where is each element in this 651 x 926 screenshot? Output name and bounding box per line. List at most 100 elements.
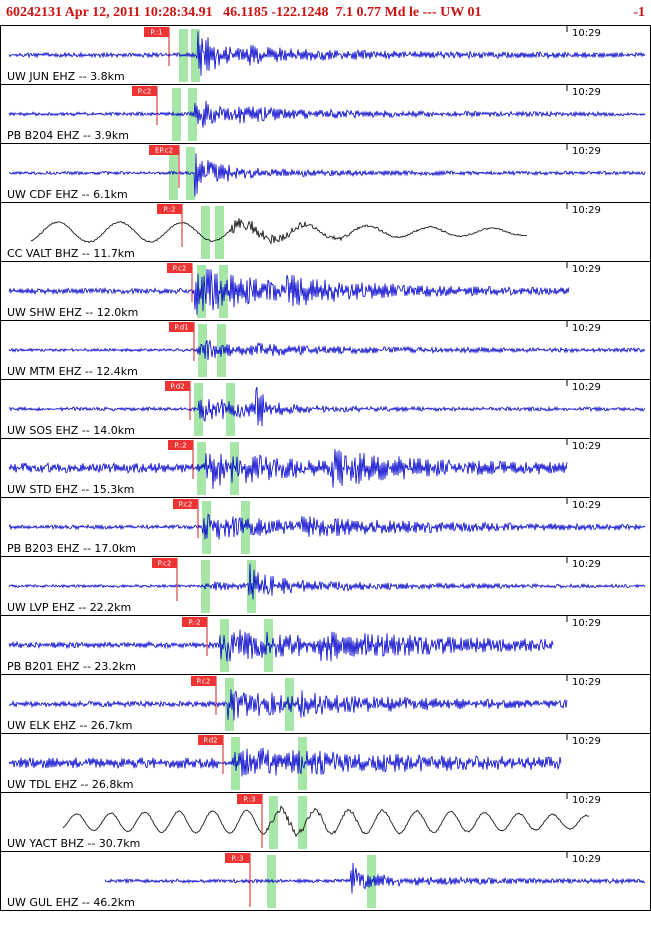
trace-row-14[interactable]: P.:3 10:29 UW YACT BHZ -- 30.7km	[0, 792, 651, 852]
time-label: 10:29	[572, 146, 601, 157]
trace-row-15[interactable]: P.:3 10:29 UW GUL EHZ -- 46.2km	[0, 851, 651, 911]
pick-flag[interactable]	[191, 676, 216, 686]
trace-canvas: P.:3 10:29 UW GUL EHZ -- 46.2km	[7, 852, 645, 909]
pick-flag[interactable]	[144, 27, 169, 37]
trace-row-10[interactable]: P.c2 10:29 UW LVP EHZ -- 22.2km	[0, 556, 651, 616]
trace-canvas: P.d1 10:29 UW MTM EHZ -- 12.4km	[7, 321, 646, 378]
pick-flag[interactable]	[165, 381, 190, 391]
waveform[interactable]	[104, 862, 645, 894]
trace-canvas: P.:2 10:29 CC VALT BHZ -- 11.7km	[7, 203, 601, 260]
waveform[interactable]	[8, 563, 646, 600]
waveform[interactable]	[8, 153, 646, 197]
trace-row-9[interactable]: P.c2 10:29 PB B203 EHZ -- 17.0km	[0, 497, 651, 557]
time-label: 10:29	[572, 559, 601, 570]
trace-canvas: P.:2 10:29 PB B201 EHZ -- 23.2km	[7, 616, 601, 673]
pick-flag[interactable]	[168, 440, 193, 450]
trace-canvas: P.d2 10:29 UW TDL EHZ -- 26.8km	[7, 734, 601, 791]
waveform[interactable]	[30, 218, 527, 245]
waveform[interactable]	[8, 268, 570, 315]
event-header-flag: -1	[633, 5, 645, 20]
pick-flag[interactable]	[198, 735, 223, 745]
trace-row-2[interactable]: P.c2 10:29 PB B204 EHZ -- 3.9km	[0, 84, 651, 144]
trace-row-7[interactable]: P.d2 10:29 UW SOS EHZ -- 14.0km	[0, 379, 651, 439]
trace-canvas: P.c2 10:29 UW SHW EHZ -- 12.0km	[7, 262, 601, 319]
pick-flag[interactable]	[225, 853, 250, 863]
pick-flag[interactable]	[157, 204, 182, 214]
time-label: 10:29	[572, 441, 601, 452]
waveform[interactable]	[8, 340, 646, 361]
station-label: UW LVP EHZ -- 22.2km	[7, 601, 131, 614]
trace-row-4[interactable]: P.:2 10:29 CC VALT BHZ -- 11.7km	[0, 202, 651, 262]
phase-window-band	[194, 383, 203, 436]
pick-flag[interactable]	[167, 263, 192, 273]
time-label: 10:29	[572, 264, 601, 275]
time-label: 10:29	[572, 500, 601, 511]
station-label: UW STD EHZ -- 15.3km	[7, 483, 134, 496]
pick-flag-label: P.:2	[188, 619, 200, 627]
waveform[interactable]	[8, 31, 646, 76]
station-label: PB B203 EHZ -- 17.0km	[7, 542, 136, 555]
waveform[interactable]	[62, 805, 590, 838]
pick-flag[interactable]	[169, 322, 194, 332]
pick-flag-label: P.:2	[163, 206, 175, 214]
pick-flag[interactable]	[182, 617, 207, 627]
phase-window-band	[241, 501, 250, 554]
waveform[interactable]	[8, 386, 646, 427]
waveform[interactable]	[8, 747, 562, 777]
trace-canvas: P.c2 10:29 PB B204 EHZ -- 3.9km	[7, 85, 646, 142]
phase-window-band	[215, 206, 224, 259]
waveform[interactable]	[8, 449, 568, 489]
pick-flag[interactable]	[173, 499, 198, 509]
station-label: CC VALT BHZ -- 11.7km	[7, 247, 135, 260]
station-label: UW YACT BHZ -- 30.7km	[7, 837, 140, 850]
time-label: 10:29	[572, 28, 601, 39]
trace-canvas: P.:1 10:29 UW JUN EHZ -- 3.8km	[7, 26, 646, 83]
time-label: 10:29	[572, 205, 601, 216]
time-label: 10:29	[572, 677, 601, 688]
phase-window-band	[201, 206, 210, 259]
station-label: UW MTM EHZ -- 12.4km	[7, 365, 138, 378]
time-label: 10:29	[572, 795, 601, 806]
station-label: UW CDF EHZ -- 6.1km	[7, 188, 128, 201]
pick-flag[interactable]	[237, 794, 262, 804]
waveform[interactable]	[8, 629, 554, 662]
time-label: 10:29	[572, 618, 601, 629]
phase-window-band	[298, 796, 307, 849]
pick-flag[interactable]	[152, 558, 177, 568]
station-label: UW GUL EHZ -- 46.2km	[7, 896, 135, 909]
phase-window-band	[269, 796, 278, 849]
pick-flag-label: P.:1	[150, 29, 162, 37]
time-label: 10:29	[572, 323, 601, 334]
pick-flag-label: P.c2	[158, 560, 172, 568]
phase-window-band	[220, 619, 229, 672]
phase-window-band	[230, 442, 239, 495]
pick-flag-label: EP.c2	[155, 147, 173, 155]
pick-flag[interactable]	[132, 86, 157, 96]
pick-flag-label: P.c2	[197, 678, 211, 686]
pick-flag-label: P.d2	[203, 737, 217, 745]
trace-row-1[interactable]: P.:1 10:29 UW JUN EHZ -- 3.8km	[0, 25, 651, 85]
trace-row-5[interactable]: P.c2 10:29 UW SHW EHZ -- 12.0km	[0, 261, 651, 321]
trace-row-3[interactable]: EP.c2 10:29 UW CDF EHZ -- 6.1km	[0, 143, 651, 203]
trace-canvas: P.d2 10:29 UW SOS EHZ -- 14.0km	[7, 380, 646, 437]
trace-row-8[interactable]: P.:2 10:29 UW STD EHZ -- 15.3km	[0, 438, 651, 498]
station-label: UW SHW EHZ -- 12.0km	[7, 306, 138, 319]
waveform[interactable]	[8, 513, 646, 540]
station-label: UW SOS EHZ -- 14.0km	[7, 424, 135, 437]
waveform[interactable]	[8, 689, 568, 721]
time-label: 10:29	[572, 382, 601, 393]
trace-list: P.:1 10:29 UW JUN EHZ -- 3.8km P.c2 10:29 PB …	[0, 25, 651, 911]
waveform[interactable]	[8, 100, 646, 128]
trace-row-11[interactable]: P.:2 10:29 PB B201 EHZ -- 23.2km	[0, 615, 651, 675]
station-label: UW ELK EHZ -- 26.7km	[7, 719, 132, 732]
trace-row-13[interactable]: P.d2 10:29 UW TDL EHZ -- 26.8km	[0, 733, 651, 793]
pick-flag[interactable]	[149, 145, 179, 155]
trace-canvas: P.c2 10:29 PB B203 EHZ -- 17.0km	[7, 498, 646, 555]
time-label: 10:29	[572, 854, 601, 865]
pick-flag-label: P.d2	[170, 383, 184, 391]
trace-row-12[interactable]: P.c2 10:29 UW ELK EHZ -- 26.7km	[0, 674, 651, 734]
pick-flag-label: P.:3	[231, 855, 243, 863]
trace-row-6[interactable]: P.d1 10:29 UW MTM EHZ -- 12.4km	[0, 320, 651, 380]
pick-flag-label: P.c2	[138, 88, 152, 96]
station-label: PB B201 EHZ -- 23.2km	[7, 660, 136, 673]
